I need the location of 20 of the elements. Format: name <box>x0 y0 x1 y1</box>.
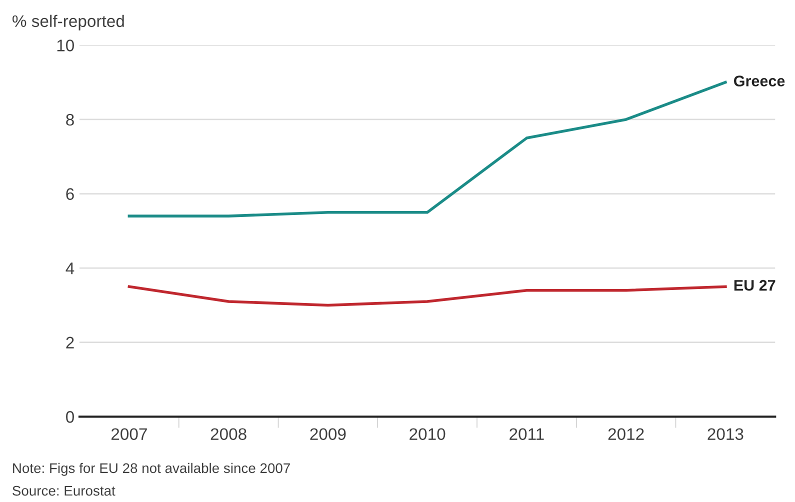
series-label: EU 27 <box>734 280 776 291</box>
x-tick-label: 2009 <box>310 428 346 440</box>
y-tick-label: 2 <box>66 336 74 348</box>
y-tick-label: 4 <box>66 262 74 274</box>
x-tick-label: 2013 <box>708 428 744 440</box>
x-tick-label: 2008 <box>210 428 246 440</box>
x-tick-label: 2012 <box>608 428 644 440</box>
x-tick-label: 2011 <box>510 428 544 440</box>
y-tick-label: 10 <box>57 40 74 52</box>
x-tick-label: 2007 <box>111 428 147 440</box>
y-tick-label: 8 <box>66 114 74 126</box>
x-tick-label: 2010 <box>410 428 446 440</box>
source-note: Source: Eurostat <box>12 486 116 496</box>
y-axis-title: % self-reported <box>12 14 124 30</box>
line-series <box>128 80 727 218</box>
series-label: Greece <box>734 76 785 86</box>
y-tick-label: 6 <box>66 188 74 200</box>
line-series <box>128 285 727 307</box>
y-tick-label: 0 <box>66 411 74 423</box>
text: Note: Figs for EU 28 not available since 2007 <box>13 462 290 476</box>
